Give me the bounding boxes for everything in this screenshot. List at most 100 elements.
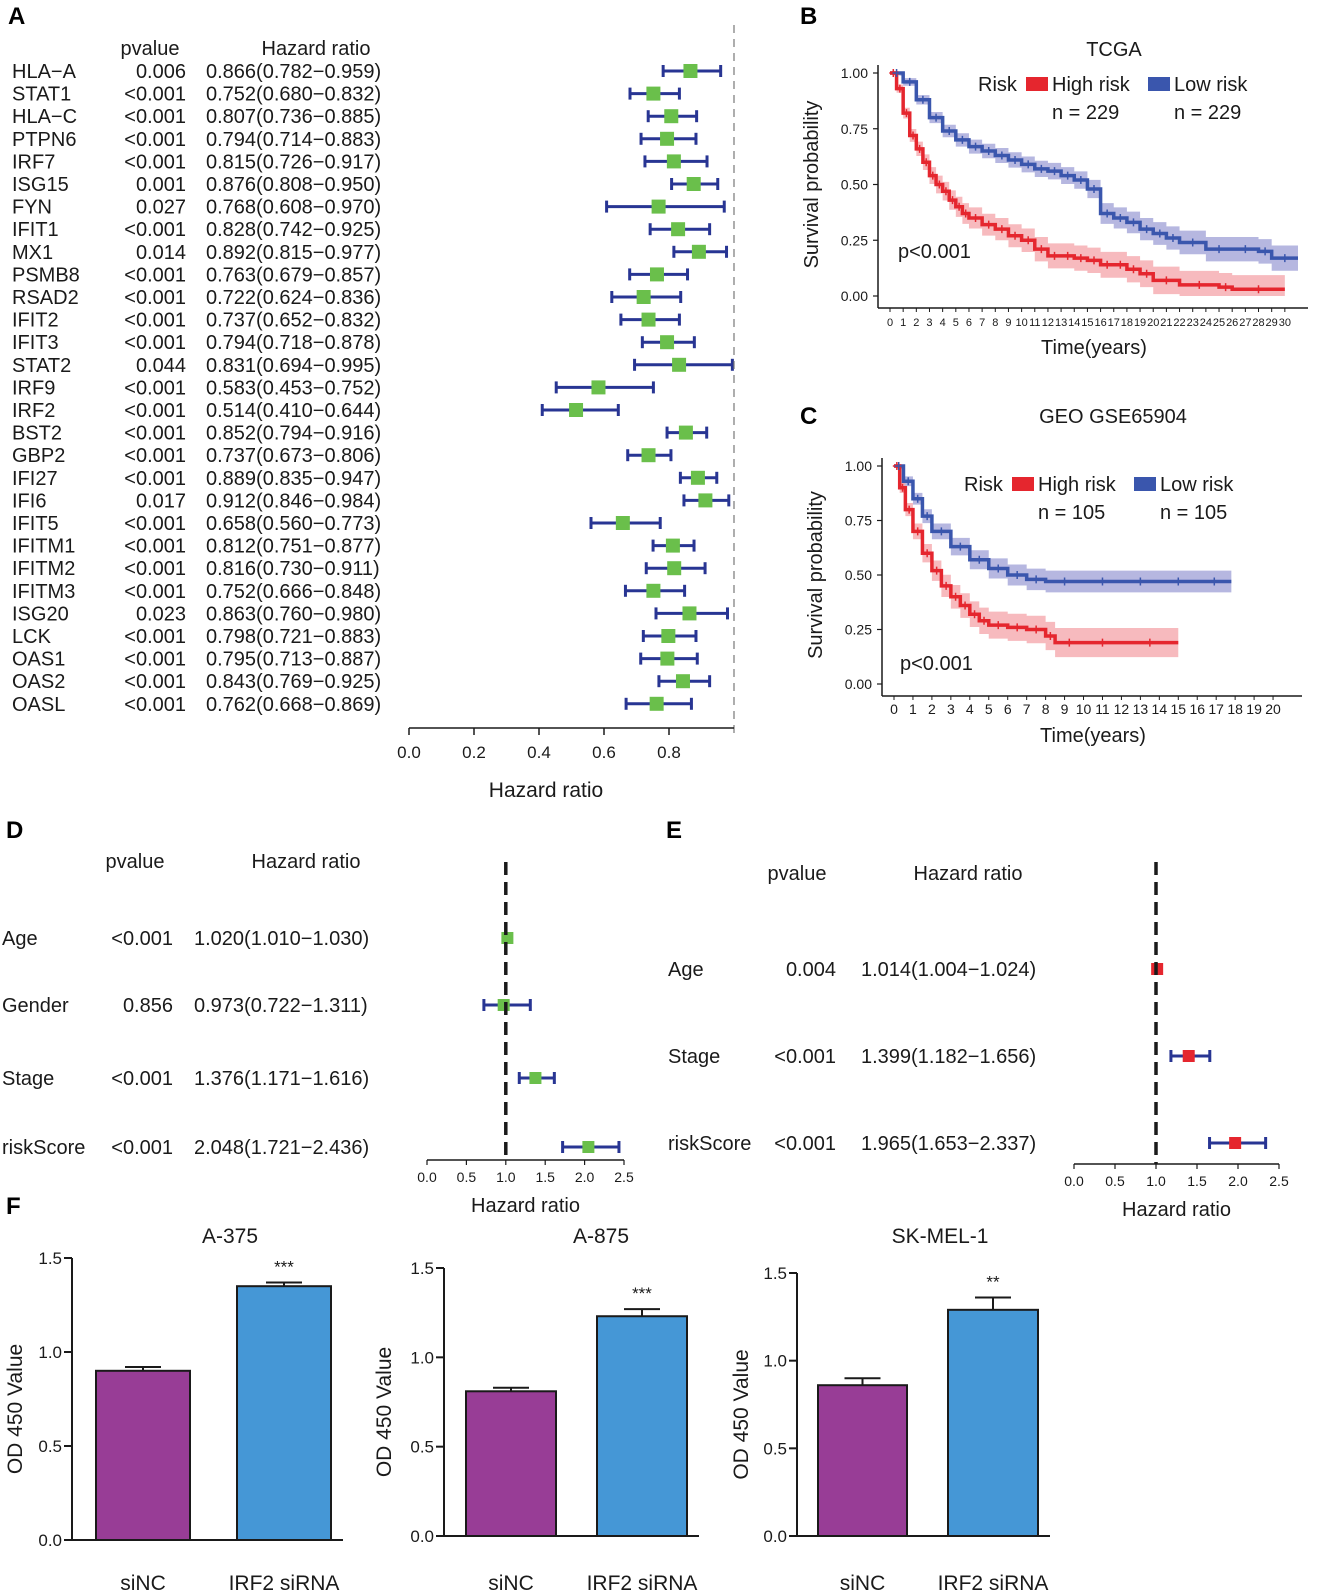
- legend-swatch-low: [1148, 77, 1170, 91]
- hr-cell: 0.752(0.666−0.848): [206, 581, 381, 603]
- hr-box: [660, 335, 675, 350]
- panel-c-km-plot: 0.000.250.500.751.000 1 2 3 4 5 6 7 8 9 10 11 12 13 14…: [805, 406, 1302, 747]
- hr-cell: 0.794(0.714−0.883): [206, 129, 381, 151]
- hr-cell: 0.752(0.680−0.832): [206, 84, 381, 106]
- hr-cell: 0.812(0.751−0.877): [206, 536, 381, 558]
- x-tick-label: 6: [1004, 701, 1012, 717]
- y-tick-label: 1.0: [38, 1343, 62, 1362]
- low-risk-censor: [923, 512, 932, 521]
- x-tick-label: 3: [926, 317, 932, 329]
- hr-cell: 0.892(0.815−0.977): [206, 242, 381, 264]
- high-risk-censor: [1254, 285, 1263, 294]
- x-tick-label: 19: [1134, 317, 1146, 329]
- y-axis-title: Survival probability: [805, 491, 827, 659]
- hr-cell: 0.828(0.742−0.925): [206, 219, 381, 241]
- x-tick-label: 2.0: [1228, 1173, 1248, 1189]
- x-axis-title: Time(years): [1041, 337, 1147, 359]
- hr-box: [646, 86, 661, 101]
- high-risk-censor: [980, 616, 989, 625]
- low-risk-censor: [945, 126, 954, 135]
- x-tick-label: 0.0: [417, 1169, 437, 1185]
- legend-title: Risk: [978, 74, 1018, 96]
- hr-cell: 1.014(1.004−1.024): [861, 959, 1036, 981]
- y-tick-label: 0.00: [845, 676, 872, 692]
- y-tick-label: 0.0: [410, 1527, 434, 1546]
- high-risk-censor: [915, 144, 924, 153]
- hr-cell: 1.020(1.010−1.030): [194, 928, 369, 950]
- high-risk-censor: [994, 621, 1003, 630]
- x-category-label: siNC: [840, 1572, 886, 1592]
- significance-marker: **: [986, 1273, 1000, 1292]
- pvalue-cell: 0.014: [136, 242, 186, 264]
- x-tick-label: 2: [928, 701, 936, 717]
- high-risk-censor: [1037, 245, 1046, 254]
- pvalue-cell: <0.001: [124, 423, 186, 445]
- x-tick-label: 11: [1095, 701, 1110, 717]
- pvalue-cell: <0.001: [124, 536, 186, 558]
- x-tick-label: 28: [1252, 317, 1264, 329]
- y-tick-label: 1.0: [763, 1352, 787, 1371]
- x-tick-label: 13: [1055, 317, 1067, 329]
- high-risk-censor: [1090, 256, 1098, 265]
- gene-label: PTPN6: [12, 129, 76, 151]
- low-risk-censor: [1241, 245, 1250, 254]
- col-header-pvalue: pvalue: [106, 851, 165, 873]
- low-risk-censor: [1116, 213, 1125, 222]
- high-risk-censor: [909, 131, 918, 140]
- x-tick-label: 8: [1042, 701, 1050, 717]
- low-risk-censor: [1280, 254, 1289, 263]
- gene-label: ISG20: [12, 603, 69, 625]
- gene-label: OAS1: [12, 649, 65, 671]
- low-risk-censor: [913, 494, 922, 503]
- col-header-hazard-ratio: Hazard ratio: [262, 38, 371, 60]
- high-risk-censor: [1046, 632, 1055, 641]
- col-header-hazard-ratio: Hazard ratio: [252, 851, 361, 873]
- bar-chart-title: SK-MEL-1: [892, 1225, 989, 1248]
- significance-marker: ***: [632, 1284, 652, 1303]
- panel-label-d: D: [6, 817, 23, 844]
- hr-box: [651, 199, 666, 214]
- gene-label: GBP2: [12, 445, 65, 467]
- y-tick-label: 0.5: [410, 1438, 434, 1457]
- x-tick-label: 0.0: [1064, 1173, 1084, 1189]
- high-risk-censor: [961, 601, 970, 610]
- y-tick-label: 1.5: [763, 1264, 787, 1283]
- hr-cell: 0.876(0.808−0.950): [206, 174, 381, 196]
- hr-box: [698, 493, 713, 508]
- panel-label-c: C: [800, 403, 817, 430]
- x-tick-label: 16: [1094, 317, 1106, 329]
- hr-box: [1182, 1050, 1195, 1062]
- x-tick-label: 10: [1015, 317, 1027, 329]
- col-header-pvalue: pvalue: [768, 863, 827, 885]
- x-axis-title: Hazard ratio: [1122, 1199, 1231, 1221]
- bar-sinc: [95, 1369, 191, 1542]
- x-tick-label: 17: [1108, 317, 1120, 329]
- pvalue-cell: 0.856: [123, 995, 173, 1017]
- gene-label: IFITM3: [12, 581, 75, 603]
- gene-label: IRF7: [12, 151, 55, 173]
- hr-cell: 0.973(0.722−1.311): [194, 995, 368, 1017]
- high-risk-censor: [1032, 625, 1041, 634]
- low-risk-censor: [1261, 247, 1270, 256]
- high-risk-censor: [898, 483, 907, 492]
- hr-box: [641, 448, 656, 463]
- high-risk-censor: [941, 187, 950, 196]
- pvalue-cell: <0.001: [124, 649, 186, 671]
- hr-cell: 0.737(0.673−0.806): [206, 445, 381, 467]
- hr-cell: 0.815(0.726−0.917): [206, 151, 381, 173]
- gene-label: OAS2: [12, 671, 65, 693]
- gene-label: IFI27: [12, 468, 58, 490]
- y-tick-label: 0.5: [763, 1439, 787, 1458]
- low-risk-censor: [937, 527, 946, 536]
- panel-label-e: E: [666, 817, 682, 844]
- pvalue-cell: <0.001: [124, 219, 186, 241]
- x-tick-label: 19: [1246, 701, 1262, 717]
- pvalue-cell: <0.001: [124, 400, 186, 422]
- gene-label: IFI6: [12, 490, 46, 512]
- x-tick-label: 4: [940, 317, 946, 329]
- hr-cell: 1.376(1.171−1.616): [194, 1068, 369, 1090]
- variable-label: Stage: [668, 1046, 720, 1068]
- variable-label: Stage: [2, 1068, 54, 1090]
- low-risk-censor: [956, 542, 965, 551]
